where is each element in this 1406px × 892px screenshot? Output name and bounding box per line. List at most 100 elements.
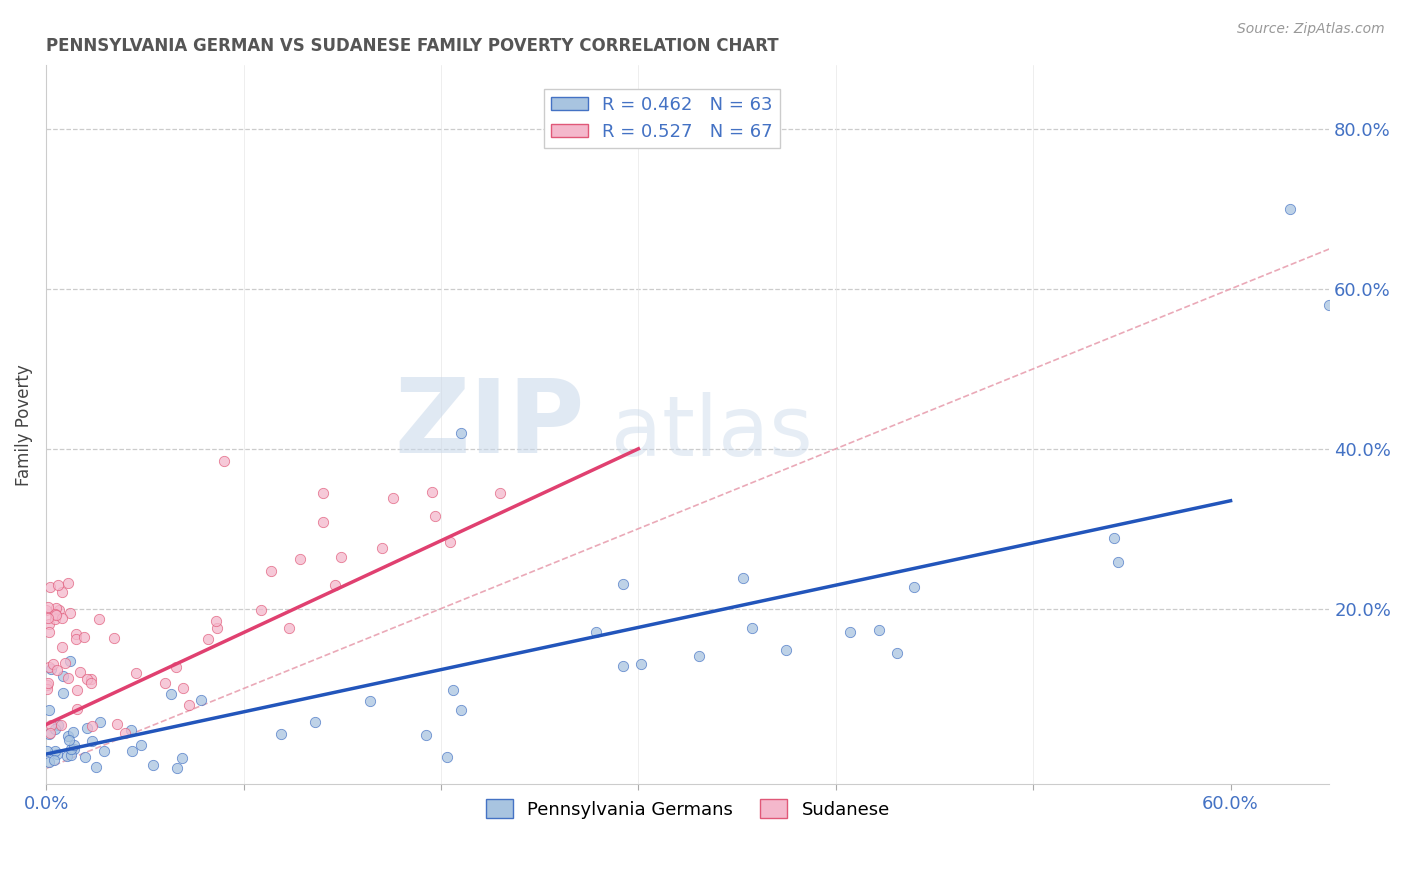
- Point: [868, 624, 890, 638]
- Point: [439, 535, 461, 549]
- Point: [44, 722, 66, 736]
- Point: [59, 741, 82, 756]
- Point: [62, 724, 84, 739]
- Point: [80, 676, 103, 690]
- Point: [49, 718, 72, 732]
- Point: [35, 678, 58, 692]
- Point: [415, 728, 437, 742]
- Point: [39, 726, 62, 740]
- Point: [66, 683, 89, 698]
- Point: [44, 612, 66, 626]
- Text: Source: ZipAtlas.com: Source: ZipAtlas.com: [1237, 22, 1385, 37]
- Point: [359, 694, 381, 708]
- Point: [59, 747, 82, 762]
- Point: [45, 608, 67, 623]
- Point: [65, 632, 87, 646]
- Point: [775, 643, 797, 657]
- Point: [120, 723, 142, 738]
- Point: [311, 485, 333, 500]
- Point: [731, 571, 754, 585]
- Point: [886, 646, 908, 660]
- Point: [35, 681, 58, 696]
- Point: [69, 665, 91, 680]
- Point: [39, 718, 62, 732]
- Point: [45, 600, 67, 615]
- Point: [56, 576, 79, 591]
- Point: [38, 659, 60, 673]
- Point: [585, 624, 607, 639]
- Point: [51, 611, 73, 625]
- Point: [52, 686, 75, 700]
- Point: [55, 749, 77, 764]
- Point: [37, 599, 59, 614]
- Point: [59, 654, 82, 668]
- Point: [381, 491, 404, 506]
- Text: PENNSYLVANIA GERMAN VS SUDANESE FAMILY POVERTY CORRELATION CHART: PENNSYLVANIA GERMAN VS SUDANESE FAMILY P…: [46, 37, 779, 55]
- Point: [82, 719, 104, 733]
- Point: [59, 607, 82, 621]
- Point: [76, 672, 98, 686]
- Point: [75, 749, 97, 764]
- Point: [37, 611, 59, 625]
- Point: [612, 659, 634, 673]
- Point: [38, 727, 60, 741]
- Point: [1317, 298, 1340, 312]
- Point: [172, 681, 194, 695]
- Point: [114, 726, 136, 740]
- Point: [441, 682, 464, 697]
- Point: [56, 729, 79, 743]
- Legend: Pennsylvania Germans, Sudanese: Pennsylvania Germans, Sudanese: [478, 792, 897, 826]
- Point: [190, 693, 212, 707]
- Point: [129, 738, 152, 752]
- Point: [35, 744, 58, 758]
- Point: [44, 744, 66, 758]
- Point: [65, 627, 87, 641]
- Point: [41, 657, 63, 672]
- Point: [80, 672, 103, 686]
- Text: atlas: atlas: [610, 392, 813, 473]
- Point: [56, 671, 79, 685]
- Point: [76, 721, 98, 735]
- Point: [197, 632, 219, 647]
- Point: [73, 630, 96, 644]
- Point: [38, 617, 60, 632]
- Point: [45, 663, 67, 677]
- Point: [38, 755, 60, 769]
- Point: [58, 732, 80, 747]
- Point: [212, 454, 235, 468]
- Point: [304, 715, 326, 730]
- Point: [1107, 555, 1129, 569]
- Point: [177, 698, 200, 712]
- Point: [489, 485, 512, 500]
- Point: [288, 551, 311, 566]
- Point: [165, 660, 187, 674]
- Point: [371, 541, 394, 555]
- Point: [436, 749, 458, 764]
- Point: [1278, 202, 1301, 216]
- Point: [84, 760, 107, 774]
- Point: [153, 676, 176, 690]
- Point: [103, 631, 125, 645]
- Point: [89, 612, 111, 626]
- Text: ZIP: ZIP: [395, 375, 585, 475]
- Point: [205, 621, 228, 635]
- Point: [63, 738, 86, 752]
- Point: [903, 580, 925, 594]
- Point: [205, 614, 228, 628]
- Point: [80, 734, 103, 748]
- Point: [612, 577, 634, 591]
- Point: [93, 744, 115, 758]
- Point: [62, 742, 84, 756]
- Point: [741, 621, 763, 635]
- Point: [66, 702, 89, 716]
- Point: [52, 669, 75, 683]
- Point: [170, 751, 193, 765]
- Point: [38, 703, 60, 717]
- Point: [270, 727, 292, 741]
- Point: [48, 603, 70, 617]
- Point: [46, 718, 69, 732]
- Point: [425, 508, 447, 523]
- Point: [323, 578, 346, 592]
- Point: [450, 703, 472, 717]
- Point: [121, 744, 143, 758]
